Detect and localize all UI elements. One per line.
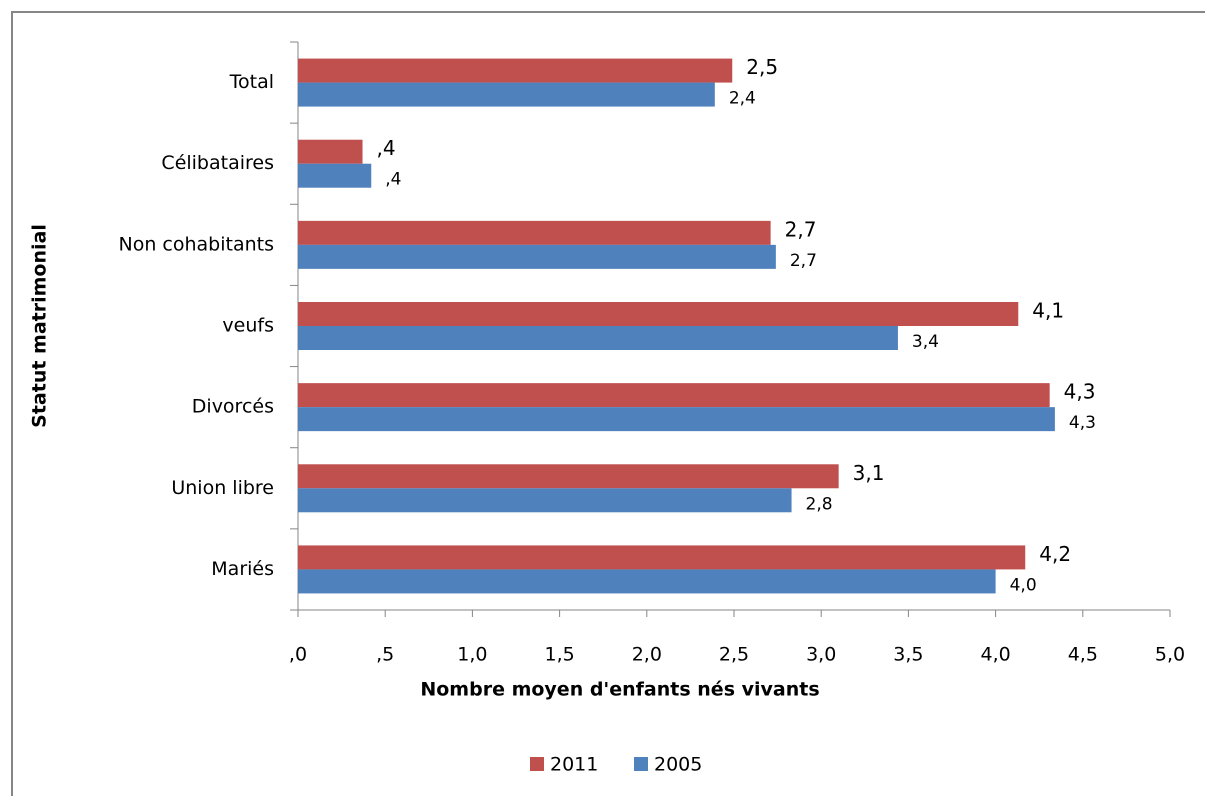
x-tick-label: 3,0 [806, 644, 836, 666]
x-tick-label: 4,5 [1068, 644, 1098, 666]
bar [298, 220, 771, 245]
bar [298, 545, 1026, 570]
data-label: 2,7 [790, 251, 817, 271]
data-label: 3,1 [853, 461, 885, 485]
data-label: 3,4 [912, 332, 939, 352]
legend-label: 2005 [654, 754, 702, 776]
bar [298, 139, 363, 164]
legend-swatch [530, 757, 544, 771]
data-label: 2,4 [729, 89, 756, 109]
y-tick-label: Non cohabitants [119, 233, 275, 255]
bar [298, 488, 792, 513]
bar [298, 244, 776, 269]
bar [298, 383, 1050, 408]
bar [298, 464, 839, 489]
x-tick-label: 1,5 [544, 644, 574, 666]
data-label: ,4 [377, 136, 396, 160]
x-tick-label: 1,0 [457, 644, 487, 666]
x-tick-label: ,0 [289, 644, 307, 666]
x-tick-label: 4,0 [980, 644, 1010, 666]
bar [298, 82, 715, 107]
bar [298, 326, 898, 350]
data-label: 4,3 [1064, 380, 1096, 404]
data-label: 4,3 [1069, 413, 1096, 433]
data-label: ,4 [385, 170, 401, 190]
data-label: 4,1 [1032, 299, 1064, 323]
x-tick-label: ,5 [376, 644, 394, 666]
bar [298, 163, 372, 188]
y-tick-label: Union libre [171, 477, 274, 499]
x-tick-label: 2,0 [632, 644, 662, 666]
x-tick-label: 3,5 [893, 644, 923, 666]
y-tick-label: Mariés [211, 558, 274, 580]
data-label: 4,0 [1010, 575, 1037, 595]
data-label: 2,8 [806, 494, 833, 514]
bar [298, 302, 1019, 326]
bar [298, 407, 1055, 432]
bar [298, 58, 733, 83]
y-tick-label: Célibataires [161, 152, 274, 174]
data-label: 2,7 [785, 217, 817, 241]
x-tick-label: 2,5 [719, 644, 749, 666]
legend-swatch [634, 757, 648, 771]
bar [298, 569, 996, 594]
y-tick-label: Total [229, 71, 274, 93]
data-label: 4,2 [1039, 542, 1071, 566]
x-tick-label: 5,0 [1155, 644, 1185, 666]
y-axis-title: Statut matrimonial [29, 224, 51, 428]
legend-label: 2011 [550, 754, 598, 776]
y-tick-label: veufs [222, 315, 274, 337]
y-tick-label: Divorcés [192, 396, 274, 418]
data-label: 2,5 [746, 55, 778, 79]
x-axis-title: Nombre moyen d'enfants nés vivants [420, 679, 819, 701]
